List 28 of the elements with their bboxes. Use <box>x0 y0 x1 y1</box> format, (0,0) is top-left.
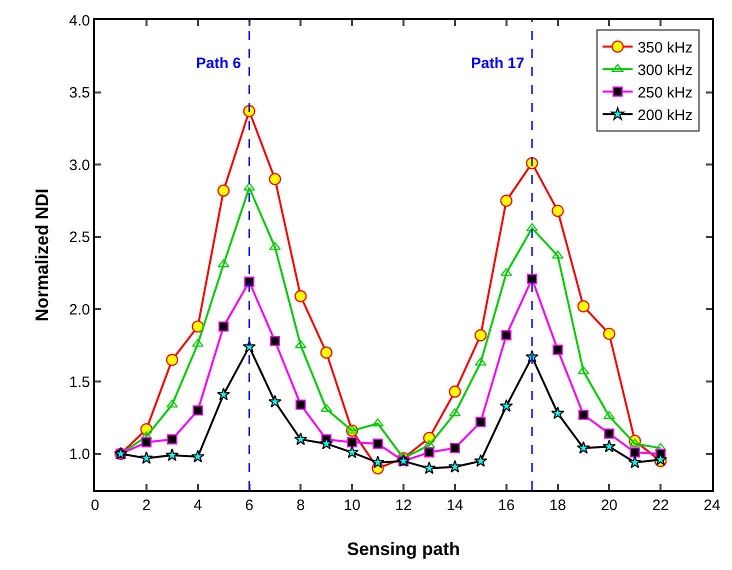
ref-line-label: Path 6 <box>196 55 242 72</box>
y-axis-title: Normalized NDI <box>32 188 52 322</box>
x-tick-label: 14 <box>446 497 464 514</box>
x-tick-label: 10 <box>344 497 360 514</box>
y-tick-label: 3.0 <box>69 156 90 174</box>
x-tick-label: 24 <box>704 497 720 514</box>
legend-label: 300 kHz <box>638 62 693 79</box>
y-tick-label: 4.0 <box>69 12 90 30</box>
legend-label: 350 kHz <box>638 40 693 56</box>
y-tick-label: 2.5 <box>69 229 90 246</box>
x-tick-label: 16 <box>498 497 515 514</box>
y-tick-label: 3.5 <box>69 84 90 102</box>
x-tick-label: 8 <box>296 497 305 514</box>
y-tick-label: 1.5 <box>69 374 90 391</box>
x-tick-label: 12 <box>395 497 412 514</box>
y-tick-label: 1.0 <box>69 446 90 464</box>
ref-line-label: Path 17 <box>471 55 524 72</box>
x-tick-label: 0 <box>90 497 100 514</box>
x-tick-label: 18 <box>549 497 566 514</box>
legend-label: 200 kHz <box>638 107 693 124</box>
y-tick-label: 2.0 <box>69 301 90 318</box>
legend-label: 250 kHz <box>638 84 693 102</box>
x-tick-label: 20 <box>600 497 618 514</box>
x-tick-label: 4 <box>194 497 202 514</box>
x-tick-label: 22 <box>652 497 669 514</box>
x-tick-label: 6 <box>245 497 254 514</box>
x-tick-label: 2 <box>142 497 151 514</box>
x-axis-title: Sensing path <box>346 539 460 559</box>
